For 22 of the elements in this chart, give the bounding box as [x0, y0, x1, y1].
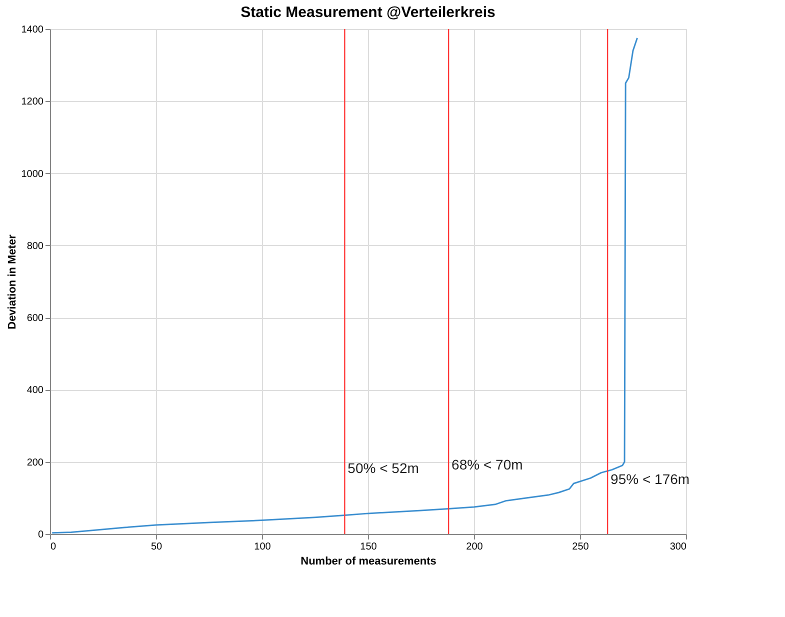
y-tick-label: 0 [38, 530, 44, 540]
y-tick-label: 600 [26, 313, 44, 324]
y-tick-label: 800 [26, 240, 44, 252]
y-tick-label: 400 [26, 385, 44, 396]
x-tick-label: 100 [254, 542, 272, 552]
x-tick-label: 300 [670, 542, 687, 552]
x-axis-title: Number of measurements [300, 556, 436, 568]
x-tick-label: 250 [572, 542, 590, 552]
chart-title: Static Measurement @Verteilerkreis [240, 4, 496, 21]
x-tick-label: 0 [50, 542, 56, 552]
y-tick-label: 1400 [21, 24, 44, 36]
line-series [51, 37, 638, 534]
x-tick-label: 150 [360, 542, 378, 552]
annotation: 95% < 176m [610, 470, 690, 487]
annotation: 68% < 70m [452, 456, 523, 472]
y-tick-label: 200 [26, 457, 44, 468]
y-tick-label: 1000 [21, 168, 44, 180]
x-tick-label: 200 [466, 542, 484, 552]
y-axis-title: Deviation in Meter [6, 234, 18, 330]
y-tick-label: 1200 [21, 96, 44, 108]
annotation: 50% < 52m [348, 460, 419, 476]
x-tick-label: 50 [150, 542, 162, 552]
